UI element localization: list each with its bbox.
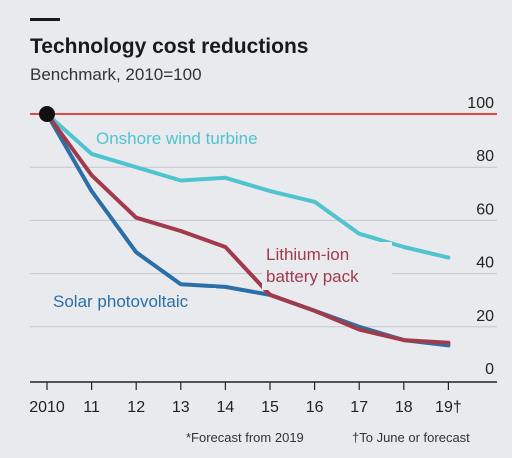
- x-tick-label: 11: [83, 399, 100, 416]
- solar-label-bg: [50, 288, 216, 314]
- series-lines: [45, 112, 451, 348]
- x-tick-label: 18: [395, 399, 413, 416]
- x-tick-label: 17: [350, 399, 368, 416]
- gridlines: [30, 113, 497, 328]
- series-label-wind: Onshore wind turbine: [96, 129, 258, 148]
- y-tick-label: 0: [485, 361, 494, 378]
- x-tick-label: 13: [172, 399, 190, 416]
- y-tick-label: 40: [476, 255, 494, 272]
- origin-marker: [39, 106, 55, 122]
- battery-label-bg: [262, 242, 392, 290]
- series-line-wind: [45, 112, 451, 260]
- x-tick-label: 14: [217, 399, 235, 416]
- chart-subtitle: Benchmark, 2010=100: [30, 65, 202, 84]
- y-tick-labels: 0 20 40 60 80 100: [467, 95, 494, 378]
- x-tick-label: 12: [127, 399, 145, 416]
- y-tick-label: 100: [467, 95, 494, 112]
- series-line-battery: [45, 112, 451, 345]
- x-tick-label: 2010: [29, 399, 65, 416]
- series-label-battery-line2: battery pack: [266, 267, 359, 286]
- y-tick-label: 80: [476, 148, 494, 165]
- footnote-dagger: †To June or forecast: [352, 430, 470, 445]
- x-tick-label: 19†: [435, 399, 462, 416]
- series-label-solar: Solar photovoltaic: [53, 292, 189, 311]
- series-label-battery-line1: Lithium-ion: [266, 245, 349, 264]
- chart-title: Technology cost reductions: [30, 35, 308, 58]
- y-tick-label: 20: [476, 308, 494, 325]
- title-rule: [30, 18, 60, 21]
- y-tick-label: 60: [476, 201, 494, 218]
- x-axis: 2010 11 12 13 14 15 16 17 18 19†: [29, 381, 497, 416]
- x-tick-label: 15: [261, 399, 279, 416]
- footnote-forecast: *Forecast from 2019: [186, 430, 304, 445]
- x-tick-label: 16: [306, 399, 324, 416]
